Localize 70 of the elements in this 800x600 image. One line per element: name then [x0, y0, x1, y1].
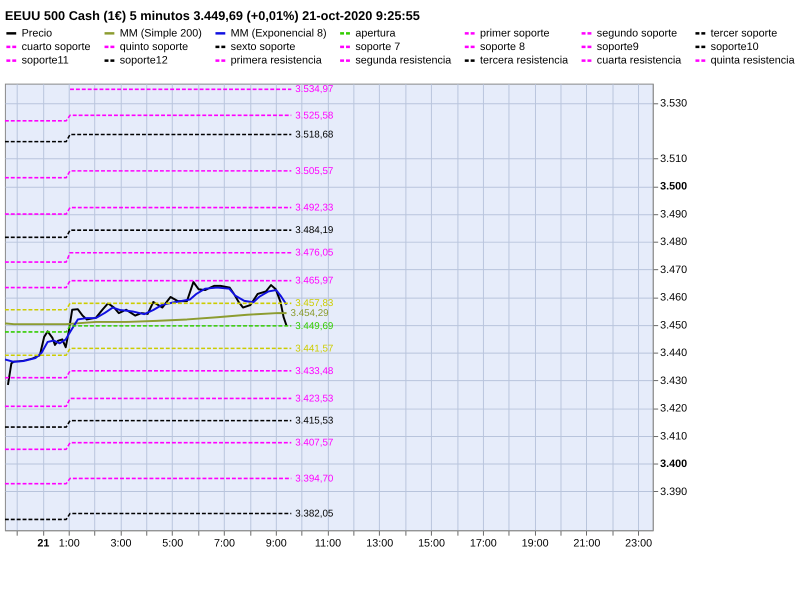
legend-label: segundo soporte: [596, 27, 678, 40]
data-label: 3.441,57: [295, 343, 334, 354]
legend-label: tercer soporte: [710, 27, 778, 40]
y-tick-label: 3.400: [660, 458, 688, 470]
data-label: 3.534,97: [295, 84, 334, 96]
x-tick-label: 1:00: [58, 537, 80, 550]
y-tick-label: 3.490: [660, 208, 688, 220]
legend-label: quinto soporte: [120, 40, 188, 53]
y-tick-label: 3.430: [660, 374, 688, 387]
x-tick-label: 19:00: [522, 537, 549, 550]
legend-label: soporte11: [22, 54, 69, 67]
x-tick-label: 17:00: [470, 537, 497, 550]
line-series: [4, 286, 288, 363]
legend-label: segunda resistencia: [355, 54, 452, 67]
data-label: 3.415,53: [295, 416, 334, 427]
line-series: [6, 281, 288, 386]
y-tick-label: 3.480: [660, 236, 688, 248]
legend-label: soporte10: [710, 40, 759, 53]
x-tick-label: 13:00: [366, 537, 394, 550]
x-tick-label: 5:00: [162, 537, 184, 550]
legend-label: apertura: [355, 27, 396, 40]
legend-label: cuarta resistencia: [596, 54, 682, 67]
legend-label: primer soporte: [480, 27, 550, 40]
data-label: 3.407,57: [295, 438, 334, 449]
legend-label: soporte 8: [480, 40, 525, 53]
y-tick-label: 3.510: [660, 153, 688, 165]
legend-label: MM (Exponencial 8): [230, 27, 327, 40]
x-tick-label: 21: [37, 537, 50, 550]
data-label: 3.454,29: [290, 308, 329, 320]
legend-label: soporte9: [596, 40, 639, 53]
data-label: 3.518,68: [295, 129, 334, 140]
data-label: 3.382,05: [295, 508, 334, 520]
legend-label: primera resistencia: [230, 54, 322, 67]
y-tick-label: 3.450: [660, 319, 688, 332]
legend-label: MM (Simple 200): [120, 27, 202, 40]
data-label: 3.484,19: [295, 225, 334, 236]
chart-title: EEUU 500 Cash (1€) 5 minutos 3.449,69 (+0,01%) 21-oct-2020 9:25:55: [4, 8, 420, 23]
x-tick-label: 3:00: [110, 537, 132, 550]
x-tick-label: 23:00: [625, 537, 652, 550]
legend-label: tercera resistencia: [480, 54, 568, 67]
legend-label: soporte 7: [355, 40, 400, 53]
y-tick-label: 3.390: [660, 486, 688, 498]
data-label: 3.394,70: [295, 473, 334, 484]
data-label: 3.492,33: [295, 202, 334, 214]
line-series: [4, 312, 288, 326]
legend-label: sexto soporte: [230, 40, 296, 53]
x-tick-label: 7:00: [214, 537, 236, 550]
y-tick-label: 3.470: [660, 264, 688, 276]
data-label: 3.423,53: [295, 393, 334, 404]
y-tick-label: 3.460: [660, 292, 688, 304]
y-tick-label: 3.500: [660, 180, 688, 193]
legend-label: quinta resistencia: [710, 54, 795, 67]
y-tick-label: 3.420: [660, 402, 688, 415]
x-tick-label: 15:00: [418, 537, 446, 550]
x-tick-label: 11:00: [314, 537, 342, 550]
data-label: 3.449,69: [295, 320, 334, 332]
x-tick-label: 21:00: [573, 537, 600, 550]
y-tick-label: 3.410: [660, 430, 688, 442]
x-tick-label: 9:00: [266, 537, 287, 550]
data-label: 3.525,58: [295, 110, 334, 122]
legend-label: Precio: [22, 27, 52, 40]
y-tick-label: 3.440: [660, 347, 688, 360]
legend-label: soporte12: [120, 54, 168, 67]
legend-label: cuarto soporte: [22, 40, 91, 53]
data-label: 3.433,48: [295, 366, 334, 377]
data-label: 3.465,97: [295, 276, 334, 287]
data-label: 3.476,05: [295, 248, 334, 259]
data-label: 3.505,57: [295, 166, 334, 177]
y-tick-label: 3.530: [660, 98, 688, 110]
data-label: 3.457,83: [295, 298, 334, 310]
